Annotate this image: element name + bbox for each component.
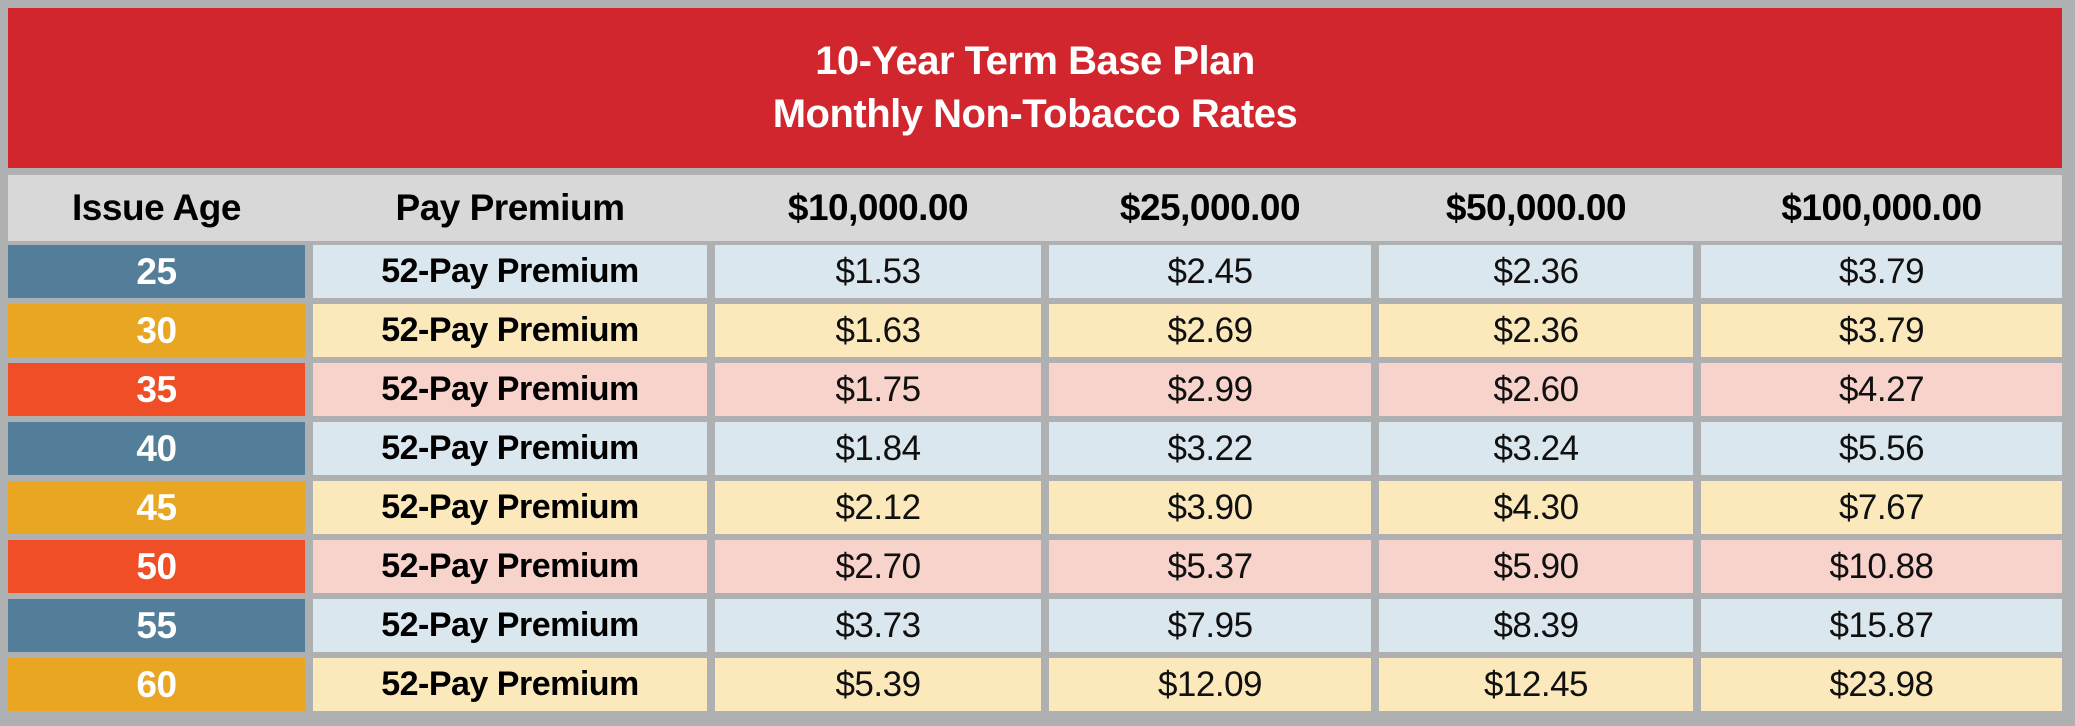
column-header-50000: $50,000.00: [1445, 187, 1627, 228]
rate-cell: $5.39: [715, 658, 1041, 711]
table-row: 60 52-Pay Premium $5.39 $12.09 $12.45 $23.98: [8, 658, 2062, 711]
column-header-10000: $10,000.00: [787, 187, 969, 228]
rate-cell: $8.39: [1379, 599, 1693, 652]
issue-age-cell: 30: [8, 304, 305, 357]
issue-age-cell: 55: [8, 599, 305, 652]
table-row: 25 52-Pay Premium $1.53 $2.45 $2.36 $3.79: [8, 245, 2062, 298]
table-row: 45 52-Pay Premium $2.12 $3.90 $4.30 $7.67: [8, 481, 2062, 534]
rate-cell: $5.56: [1701, 422, 2062, 475]
plan-subtitle: Monthly Non-Tobacco Rates: [772, 92, 1298, 136]
pay-premium-cell: 52-Pay Premium: [313, 304, 707, 357]
rate-cell: $7.95: [1049, 599, 1371, 652]
rate-cell: $23.98: [1701, 658, 2062, 711]
rate-cell: $3.24: [1379, 422, 1693, 475]
rate-cell: $3.73: [715, 599, 1041, 652]
rate-cell: $3.79: [1701, 245, 2062, 298]
table-row: 40 52-Pay Premium $1.84 $3.22 $3.24 $5.56: [8, 422, 2062, 475]
rate-cell: $2.99: [1049, 363, 1371, 416]
pay-premium-cell: 52-Pay Premium: [313, 245, 707, 298]
table-body: 25 52-Pay Premium $1.53 $2.45 $2.36 $3.79 30 52…: [8, 245, 2062, 711]
table-row: 50 52-Pay Premium $2.70 $5.37 $5.90 $10.88: [8, 540, 2062, 593]
title-banner: 10-Year Term Base Plan Monthly Non-Tobac…: [8, 8, 2062, 168]
table-header-row: Issue Age Pay Premium $10,000.00 $25,000…: [8, 175, 2062, 241]
rate-cell: $4.30: [1379, 481, 1693, 534]
rate-cell: $5.37: [1049, 540, 1371, 593]
rate-cell: $1.75: [715, 363, 1041, 416]
table-row: 30 52-Pay Premium $1.63 $2.69 $2.36 $3.79: [8, 304, 2062, 357]
column-header-pay-premium: Pay Premium: [395, 187, 625, 228]
rate-cell: $7.67: [1701, 481, 2062, 534]
rate-cell: $15.87: [1701, 599, 2062, 652]
issue-age-cell: 35: [8, 363, 305, 416]
table-row: 35 52-Pay Premium $1.75 $2.99 $2.60 $4.27: [8, 363, 2062, 416]
column-header-25000: $25,000.00: [1119, 187, 1301, 228]
pay-premium-cell: 52-Pay Premium: [313, 658, 707, 711]
pay-premium-cell: 52-Pay Premium: [313, 599, 707, 652]
rate-cell: $12.09: [1049, 658, 1371, 711]
column-header-100000: $100,000.00: [1781, 187, 1982, 228]
pay-premium-cell: 52-Pay Premium: [313, 363, 707, 416]
rate-cell: $2.45: [1049, 245, 1371, 298]
rate-cell: $2.12: [715, 481, 1041, 534]
rate-cell: $2.69: [1049, 304, 1371, 357]
rate-cell: $12.45: [1379, 658, 1693, 711]
rate-cell: $2.36: [1379, 304, 1693, 357]
rate-cell: $1.84: [715, 422, 1041, 475]
rate-cell: $3.22: [1049, 422, 1371, 475]
pay-premium-cell: 52-Pay Premium: [313, 481, 707, 534]
rate-cell: $1.53: [715, 245, 1041, 298]
rate-cell: $3.90: [1049, 481, 1371, 534]
column-header-issue-age: Issue Age: [72, 187, 241, 228]
issue-age-cell: 60: [8, 658, 305, 711]
rate-cell: $3.79: [1701, 304, 2062, 357]
table-row: 55 52-Pay Premium $3.73 $7.95 $8.39 $15.87: [8, 599, 2062, 652]
pay-premium-cell: 52-Pay Premium: [313, 422, 707, 475]
rate-cell: $4.27: [1701, 363, 2062, 416]
rate-cell: $10.88: [1701, 540, 2062, 593]
issue-age-cell: 40: [8, 422, 305, 475]
pay-premium-cell: 52-Pay Premium: [313, 540, 707, 593]
issue-age-cell: 45: [8, 481, 305, 534]
rate-cell: $1.63: [715, 304, 1041, 357]
issue-age-cell: 25: [8, 245, 305, 298]
issue-age-cell: 50: [8, 540, 305, 593]
rate-cell: $2.60: [1379, 363, 1693, 416]
plan-title: 10-Year Term Base Plan: [815, 38, 1255, 83]
rate-cell: $5.90: [1379, 540, 1693, 593]
rate-cell: $2.36: [1379, 245, 1693, 298]
rate-cell: $2.70: [715, 540, 1041, 593]
